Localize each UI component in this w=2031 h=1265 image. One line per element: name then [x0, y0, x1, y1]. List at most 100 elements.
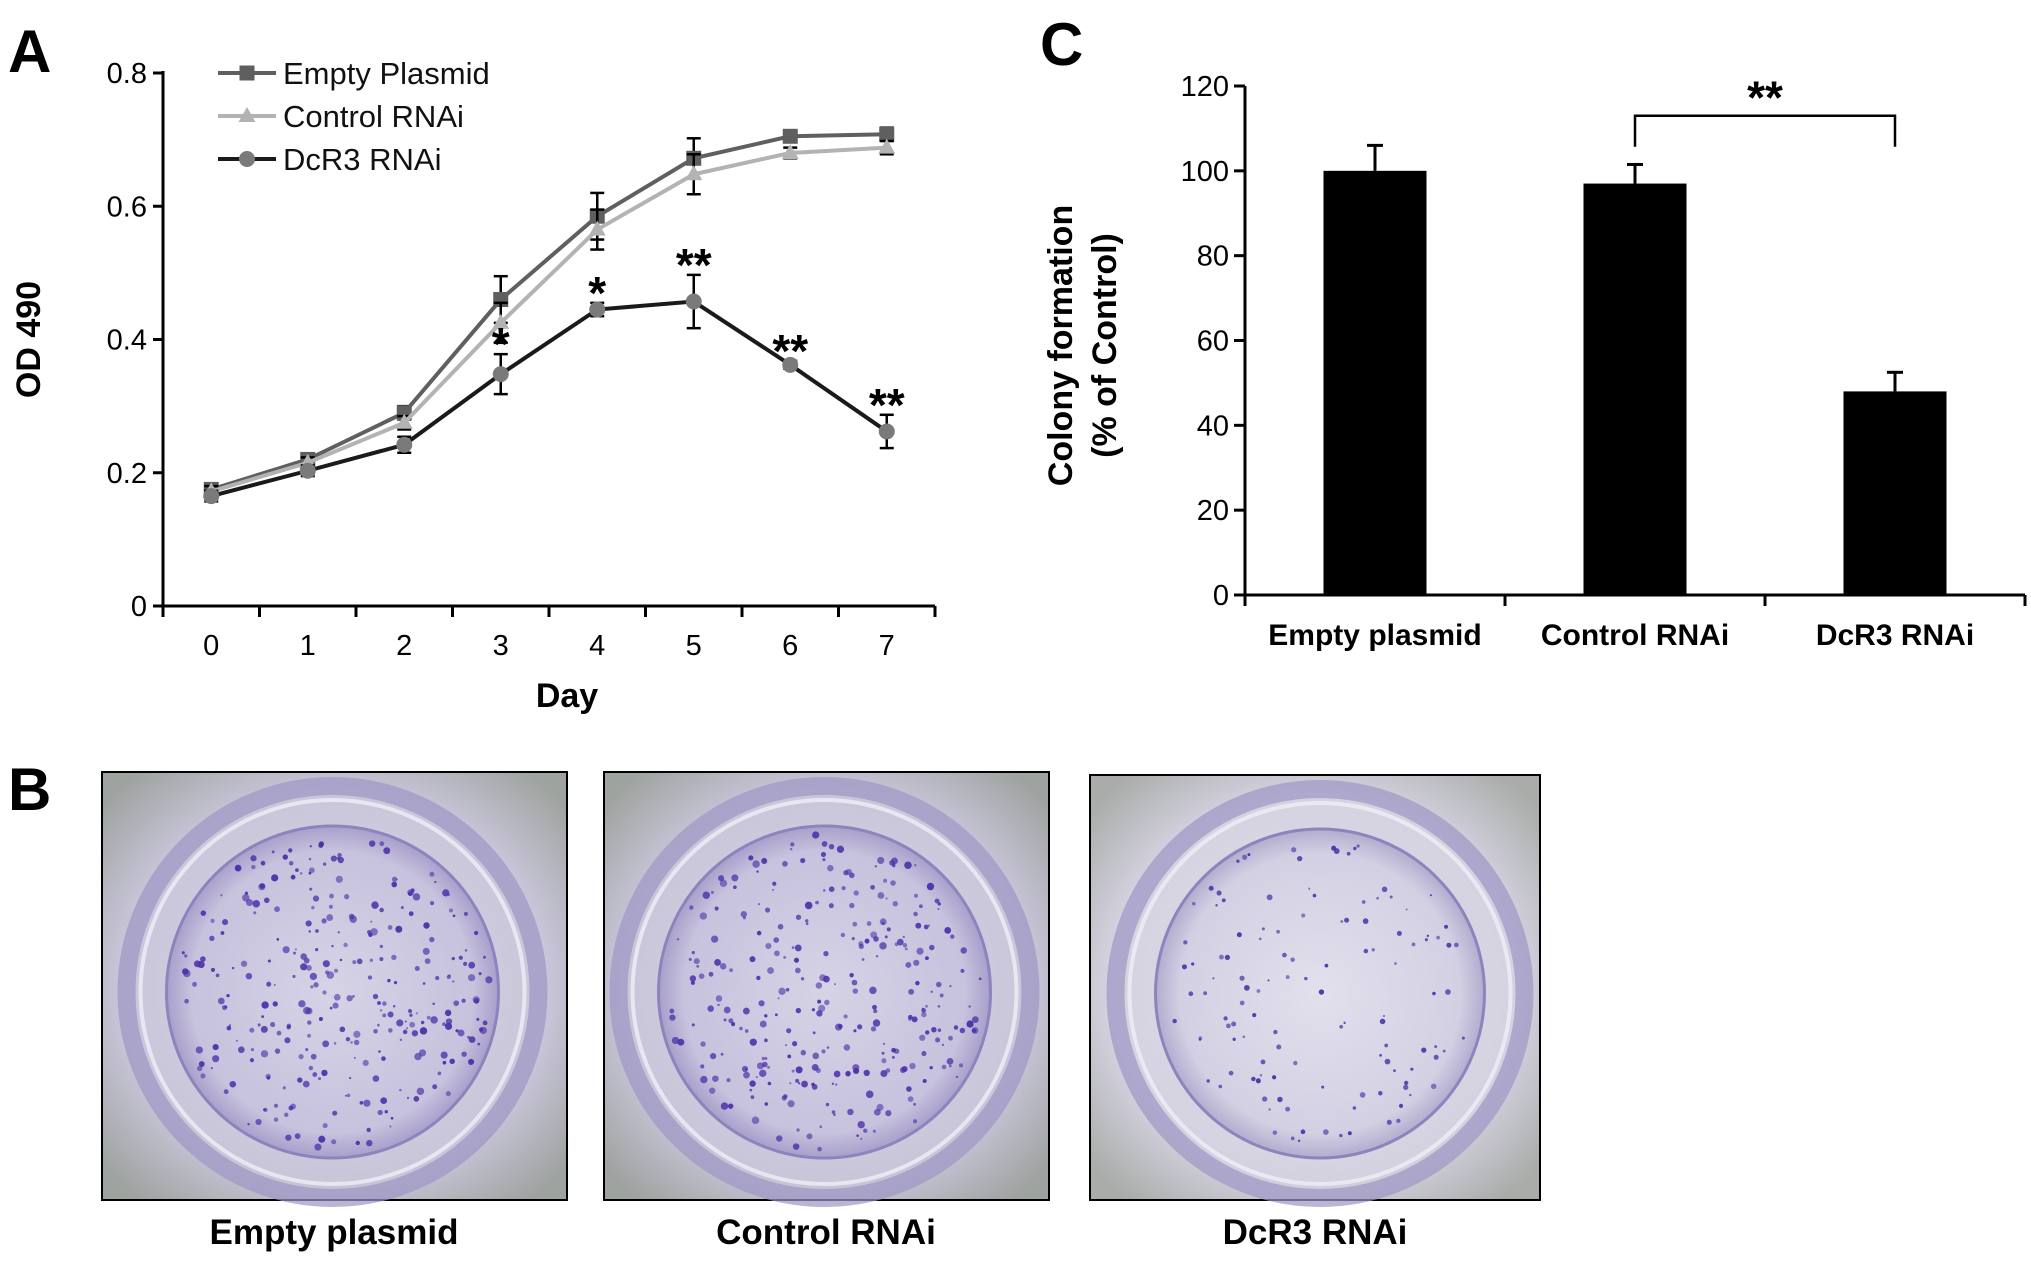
colony: [1259, 1073, 1263, 1077]
colony: [313, 982, 319, 988]
colony: [941, 1043, 944, 1046]
colony: [399, 1038, 403, 1041]
colony: [707, 1005, 714, 1012]
colony: [326, 914, 334, 921]
data-point: [685, 293, 702, 310]
colony: [919, 904, 923, 909]
colony: [789, 1082, 792, 1085]
colony: [463, 911, 468, 916]
colony: [785, 1044, 788, 1047]
colony: [240, 960, 248, 967]
colony: [249, 1027, 255, 1033]
colony: [263, 897, 270, 904]
colony: [950, 934, 955, 939]
dish-rim-highlight: [630, 798, 1019, 1186]
colony: [864, 938, 870, 944]
y-tick-label: 0.6: [107, 191, 147, 223]
colony: [448, 974, 451, 977]
colony: [793, 957, 800, 963]
colony: [391, 876, 398, 882]
colony: [314, 1143, 322, 1151]
colony: [881, 1058, 887, 1064]
colony: [836, 845, 845, 853]
colony: [819, 974, 827, 982]
colony: [1426, 934, 1430, 938]
data-point: [782, 356, 799, 373]
colony: [857, 1120, 865, 1129]
colony: [181, 951, 185, 955]
dish-rim: [609, 777, 1040, 1207]
colony: [260, 860, 266, 866]
colony: [390, 1116, 394, 1120]
colony: [806, 1133, 813, 1140]
colony: [282, 1086, 286, 1090]
colony: [756, 975, 761, 981]
colony: [422, 982, 426, 985]
colony: [757, 930, 761, 934]
legend-label: DcR3 RNAi: [283, 142, 441, 177]
colony: [366, 1139, 373, 1147]
colony: [1318, 989, 1325, 995]
colony: [817, 1146, 822, 1152]
colony: [1352, 1106, 1357, 1110]
colony: [388, 1028, 393, 1033]
colony: [387, 925, 393, 930]
colony: [851, 937, 855, 941]
colony: [863, 1128, 868, 1133]
colony: [798, 1082, 801, 1085]
colony: [1242, 1035, 1246, 1039]
colony: [184, 954, 188, 958]
colony: [1396, 1118, 1401, 1123]
colony: [410, 888, 415, 893]
colony: [333, 1042, 337, 1045]
colony: [339, 1026, 346, 1033]
colony: [455, 1029, 459, 1033]
colony: [328, 904, 333, 909]
colony: [310, 1053, 317, 1060]
colony: [318, 1135, 326, 1143]
colony: [1430, 1083, 1437, 1090]
colony: [245, 972, 253, 980]
colony: [719, 879, 728, 888]
colony: [896, 938, 904, 946]
colony: [305, 920, 312, 927]
colony: [409, 1013, 413, 1017]
colony: [783, 955, 787, 959]
colony: [270, 1022, 276, 1028]
colony: [234, 864, 242, 872]
colony: [407, 1008, 413, 1014]
colony: [312, 895, 320, 902]
colony: [329, 1006, 333, 1010]
colony: [282, 854, 288, 860]
colony: [345, 1037, 351, 1042]
series-control-rnai: [202, 138, 896, 498]
colony: [794, 967, 801, 974]
colony: [412, 893, 421, 901]
colony: [1183, 940, 1188, 945]
colony: [379, 841, 385, 847]
colony: [935, 1037, 941, 1043]
colony: [461, 998, 466, 1003]
colony: [873, 1009, 878, 1014]
colony: [752, 860, 760, 868]
significance-marker: **: [1747, 72, 1783, 124]
colony: [1221, 898, 1226, 903]
colony: [482, 1020, 488, 1026]
colony: [1259, 937, 1262, 941]
colony: [1242, 854, 1248, 860]
colony: [260, 1050, 269, 1058]
colony: [1239, 1000, 1245, 1006]
colony: [271, 874, 279, 882]
colony: [758, 1000, 765, 1007]
colony: [322, 1123, 328, 1129]
colony: [811, 1063, 819, 1071]
panel-label-c: C: [1040, 11, 1083, 78]
colony: [377, 1109, 383, 1116]
colony: [376, 1023, 380, 1027]
colony: [749, 956, 756, 963]
colony: [870, 884, 875, 890]
data-point: [879, 126, 895, 142]
data-point: [589, 301, 606, 318]
colony: [865, 1090, 874, 1099]
colony: [968, 1005, 971, 1008]
